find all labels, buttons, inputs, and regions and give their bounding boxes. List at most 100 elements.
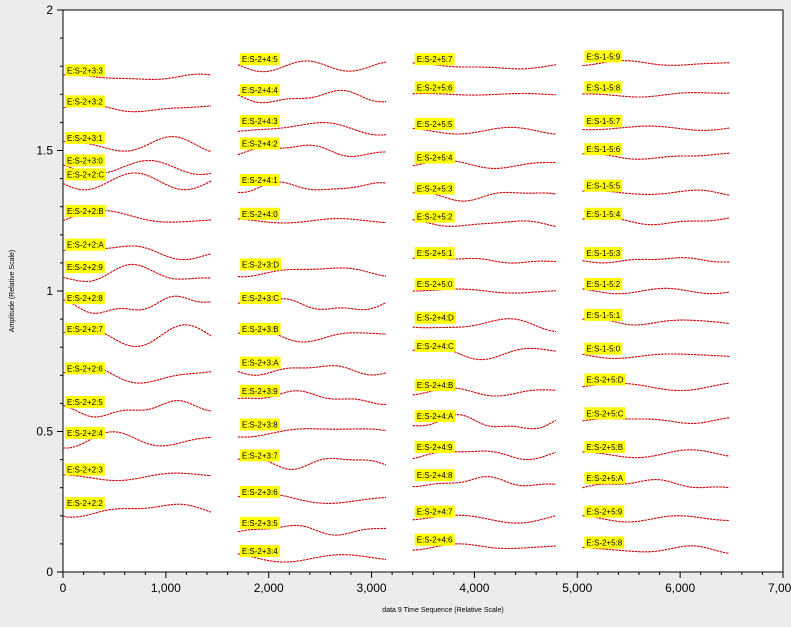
trace-label: E:S-1-5:6 [584, 143, 623, 156]
trace-label: E:S-2+2:5 [65, 396, 105, 409]
trace-label-background [65, 154, 105, 167]
series-line [582, 479, 730, 489]
trace-label-text: E:S-2+4:B [417, 381, 454, 390]
trace-label-background [414, 53, 455, 66]
series-line [582, 287, 730, 295]
trace-label-background [584, 207, 623, 220]
series-line [582, 257, 730, 264]
trace-label: E:S-2+5:1 [414, 247, 455, 260]
series-line [62, 295, 212, 314]
trace-labels-layer: E:S-2+3:3 E:S-2+3:2 E:S-2+3:1 E:S-2+3:0 E:S-… [65, 50, 626, 557]
trace-label-text: E:S-2+5:C [586, 409, 623, 418]
trace-label: E:S-2+3:5 [239, 516, 280, 529]
trace-label-text: E:S-2+2:7 [67, 325, 103, 334]
trace-label-background [414, 469, 455, 482]
trace-label: E:S-2+5:2 [414, 210, 455, 223]
trace-label: E:S-1-5:2 [584, 278, 623, 290]
trace-label-text: E:S-2+2:A [67, 241, 104, 250]
trace-label: E:S-2+5:A [584, 471, 626, 484]
trace-label-background [239, 322, 281, 335]
x-tick-label: 4,000 [459, 581, 489, 595]
trace-label-text: E:S-1-5:4 [586, 210, 620, 219]
trace-label-text: E:S-2+5:7 [417, 55, 453, 64]
trace-label-text: E:S-2+3:2 [67, 97, 103, 106]
trace-label-text: E:S-1-5:5 [586, 182, 620, 191]
trace-label: E:S-2+4:8 [414, 469, 455, 482]
series-line [62, 431, 212, 449]
x-tick-label: 7,000 [768, 581, 791, 595]
trace-label-text: E:S-2+3:3 [67, 66, 103, 75]
trace-label-background [65, 168, 107, 181]
trace-label-text: E:S-2+5:A [586, 474, 623, 483]
x-tick-label: 2,000 [254, 581, 284, 595]
trace-label-background [584, 308, 623, 321]
trace-label-text: E:S-2+2:2 [67, 499, 103, 508]
series-line [62, 159, 212, 176]
trace-label-background [414, 151, 455, 164]
trace-label: E:S-2+3:4 [239, 544, 280, 557]
trace-label: E:S-2+2:3 [65, 463, 105, 476]
trace-label: E:S-2+5:B [584, 440, 626, 453]
trace-label: E:S-2+5:0 [414, 278, 455, 290]
trace-label-text: E:S-1-5:1 [586, 311, 620, 320]
trace-label-background [65, 131, 105, 144]
trace-label-text: E:S-2+5:8 [586, 539, 622, 548]
trace-label-text: E:S-2+4:3 [242, 117, 278, 126]
series-line [237, 390, 386, 405]
y-axis-title: Amplitude (Relative Scale) [9, 250, 16, 332]
trace-label: E:S-1-5:8 [584, 81, 623, 94]
series-line [237, 428, 387, 438]
series-line [62, 209, 212, 223]
trace-label-text: E:S-2+3:6 [242, 488, 278, 497]
series-line [582, 515, 730, 523]
series-line [237, 60, 387, 73]
series-line [412, 219, 556, 228]
trace-label-text: E:S-1-5:9 [586, 52, 620, 61]
trace-label-background [65, 362, 105, 375]
series-line [412, 476, 556, 488]
trace-label: E:S-2+2:B [65, 204, 106, 217]
trace-label-text: E:S-2+5:0 [417, 280, 453, 289]
trace-label: E:S-2+4:0 [239, 207, 280, 220]
trace-label-text: E:S-2+3:8 [242, 421, 278, 430]
trace-label: E:S-1-5:5 [584, 179, 623, 192]
trace-label: E:S-2+3:2 [65, 95, 105, 108]
series-line [62, 364, 212, 384]
trace-label-background [65, 95, 105, 108]
trace-label-text: E:S-2+4:4 [242, 86, 278, 95]
trace-label-text: E:S-2+5:4 [417, 154, 453, 163]
trace-label-text: E:S-2+4:9 [417, 443, 453, 452]
trace-label: E:S-2+4:9 [414, 440, 455, 453]
x-tick-label: 3,000 [357, 581, 387, 595]
trace-label: E:S-2+3:A [239, 356, 281, 369]
trace-label-background [584, 407, 626, 420]
trace-label-text: E:S-2+4:D [417, 314, 454, 323]
trace-label-text: E:S-2+5:D [586, 376, 623, 385]
trace-label-text: E:S-2+5:2 [417, 213, 453, 222]
trace-label-text: E:S-2+5:5 [417, 120, 453, 129]
trace-label: E:S-2+4:3 [239, 115, 280, 128]
trace-label: E:S-2+4:A [414, 410, 456, 423]
trace-label-background [414, 182, 455, 195]
trace-label-text: E:S-2+2:3 [67, 465, 103, 474]
trace-label-text: E:S-2+5:B [586, 443, 623, 452]
trace-label-background [584, 440, 626, 453]
x-tick-label: 6,000 [665, 581, 695, 595]
series-line [62, 400, 212, 418]
trace-label-background [239, 485, 280, 498]
trace-label: E:S-2+3:B [239, 322, 281, 335]
trace-label: E:S-1-5:0 [584, 342, 623, 355]
trace-label-background [414, 339, 456, 352]
trace-label: E:S-2+2:9 [65, 261, 105, 274]
series-line [237, 122, 387, 136]
trace-label-text: E:S-2+4:6 [417, 536, 453, 545]
x-tick-label: 5,000 [562, 581, 592, 595]
trace-label-text: E:S-2+2:5 [67, 398, 103, 407]
trace-label: E:S-2+4:C [414, 339, 456, 352]
x-axis-title: data 9 Time Sequence (Relative Scale) [382, 607, 503, 614]
trace-label-background [584, 373, 626, 386]
series-line [237, 267, 387, 278]
trace-label-text: E:S-2+2:B [67, 207, 104, 216]
trace-label-text: E:S-1-5:0 [586, 345, 620, 354]
